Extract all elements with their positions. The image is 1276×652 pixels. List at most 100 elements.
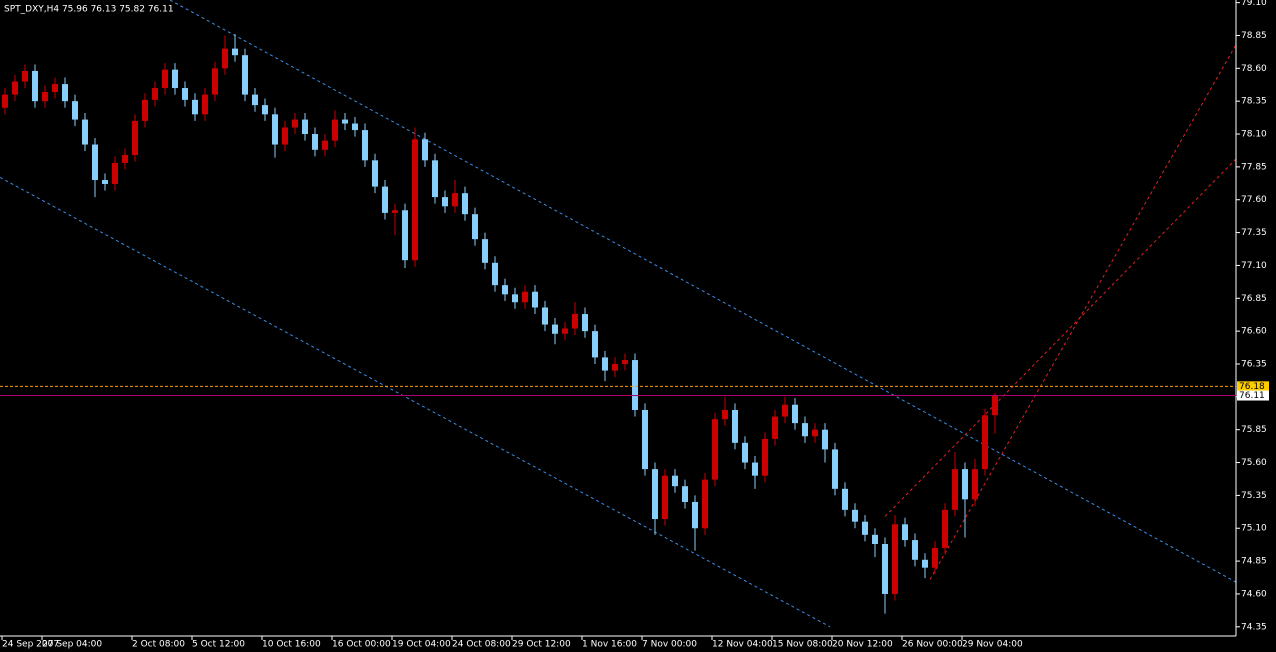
candle-body (332, 119, 338, 141)
y-tick-label: 78.35 (1241, 97, 1267, 107)
candle-body (242, 55, 248, 95)
candle-body (682, 486, 688, 502)
candle-body (952, 469, 958, 510)
plot-area (0, 0, 1236, 628)
candle-body (632, 360, 638, 410)
candle-body (12, 81, 18, 95)
candle-body (32, 70, 38, 102)
candle-body (832, 449, 838, 489)
candle-body (912, 540, 918, 560)
candle-body (672, 475, 678, 487)
candle-body (352, 123, 358, 131)
candle-body (902, 524, 908, 541)
candle-body (662, 475, 668, 520)
y-tick-label: 75.60 (1241, 458, 1267, 468)
candle-body (732, 409, 738, 443)
candle-body (532, 291, 538, 308)
candle-body (2, 94, 8, 108)
y-tick-label: 74.85 (1241, 557, 1267, 567)
candle-body (552, 324, 558, 334)
candle-body (72, 101, 78, 120)
candle-body (302, 119, 308, 135)
candle-body (792, 404, 798, 424)
x-tick-label: 5 Oct 12:00 (192, 640, 245, 650)
candle-body (372, 160, 378, 187)
x-tick-label: 16 Oct 00:00 (332, 640, 391, 650)
price-tag-label: 76.18 (1239, 382, 1265, 392)
candle-body (572, 314, 578, 329)
x-tick-label: 27 Sep 04:00 (42, 640, 102, 650)
x-tick-label: 20 Nov 12:00 (832, 640, 893, 650)
candle-body (942, 509, 948, 548)
candle-body (342, 119, 348, 124)
candle-body (202, 94, 208, 115)
candle-body (842, 488, 848, 510)
candle-body (82, 119, 88, 145)
candle-body (992, 395, 998, 416)
candle-body (322, 140, 328, 150)
candle-body (922, 559, 928, 568)
candle-body (822, 429, 828, 450)
candle-body (652, 469, 658, 520)
candle-body (432, 160, 438, 198)
x-tick-label: 24 Sep 2007 (2, 640, 59, 650)
candle-body (192, 99, 198, 115)
candle-body (612, 363, 618, 371)
candle-body (132, 120, 138, 156)
candle-body (512, 294, 518, 303)
candle-body (622, 360, 628, 364)
price-tag-label: 76.11 (1239, 391, 1265, 401)
x-tick-label: 10 Oct 16:00 (262, 640, 321, 650)
candle-body (812, 429, 818, 437)
candle-body (482, 239, 488, 263)
candle-body (52, 84, 58, 92)
price-tag (1237, 390, 1269, 401)
candle-body (422, 139, 428, 161)
candle-body (412, 139, 418, 261)
candle-body (762, 438, 768, 476)
candle-body (862, 521, 868, 535)
candle-body (782, 404, 788, 417)
candle-body (962, 469, 968, 500)
candle-body (472, 214, 478, 240)
candle-body (592, 331, 598, 358)
candle-body (772, 416, 778, 439)
candle-body (162, 69, 168, 89)
x-tick-label: 29 Oct 12:00 (512, 640, 571, 650)
y-tick-label: 78.10 (1241, 130, 1267, 140)
candle-body (702, 479, 708, 529)
candle-body (642, 409, 648, 470)
x-tick-label: 12 Nov 04:00 (712, 640, 773, 650)
candle-body (882, 544, 888, 594)
y-tick-label: 76.35 (1241, 359, 1267, 369)
candle-body (312, 134, 318, 150)
candle-body (282, 127, 288, 145)
y-tick-label: 78.60 (1241, 64, 1267, 74)
y-tick-label: 76.60 (1241, 327, 1267, 337)
candle-body (852, 509, 858, 522)
candle-body (142, 99, 148, 121)
candle-body (102, 180, 108, 184)
x-tick-label: 2 Oct 08:00 (132, 640, 185, 650)
y-tick-label: 76.85 (1241, 294, 1267, 304)
candle-body (582, 314, 588, 332)
y-tick-label: 78.85 (1241, 31, 1267, 41)
candle-body (562, 328, 568, 334)
x-tick-label: 15 Nov 08:00 (772, 640, 833, 650)
candle-body (892, 524, 898, 594)
candle-body (232, 48, 238, 56)
y-tick-label: 79.10 (1241, 0, 1267, 8)
y-tick-label: 77.35 (1241, 228, 1267, 238)
trend-line (169, 0, 1236, 583)
candle-body (362, 130, 368, 161)
candle-body (722, 409, 728, 420)
candle-body (252, 94, 258, 106)
candle-body (182, 88, 188, 100)
x-tick-label: 26 Nov 00:00 (902, 640, 963, 650)
candle-body (932, 547, 938, 568)
candle-body (22, 70, 28, 82)
candle-body (382, 186, 388, 213)
candle-body (692, 501, 698, 529)
